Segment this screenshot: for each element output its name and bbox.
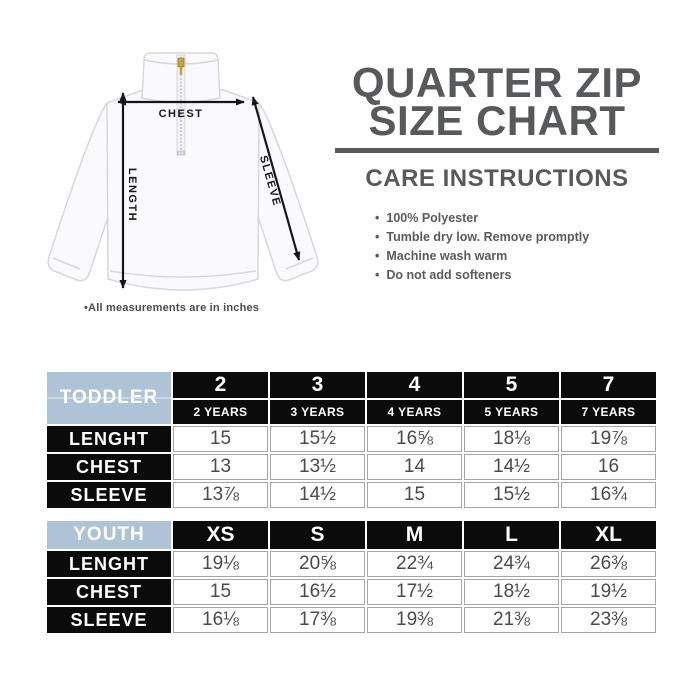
measurement-value: 14 (367, 454, 462, 480)
measurement-label: LENGHT (47, 551, 171, 577)
zipper-slider (177, 57, 185, 68)
measurement-value: 17⅜ (270, 607, 365, 633)
size-subheader: 3 YEARS (270, 400, 365, 424)
zipper (176, 54, 186, 156)
care-item: Machine wash warm (375, 247, 659, 266)
measurement-value: 15 (367, 482, 462, 508)
sleeve-arrow (251, 96, 301, 261)
measurement-value: 20⅝ (270, 551, 365, 577)
measurement-value: 16 (561, 454, 656, 480)
size-header: S (270, 521, 365, 549)
measurement-label: SLEEVE (47, 482, 171, 508)
title-line-1: QUARTER ZIP (351, 59, 643, 106)
size-header: L (464, 521, 559, 549)
title-underline (335, 148, 659, 153)
size-subheader: 2 YEARS (173, 400, 268, 424)
page-title: QUARTER ZIP SIZE CHART (335, 59, 659, 144)
care-item: 100% Polyester (375, 209, 659, 228)
header-column: QUARTER ZIP SIZE CHART CARE INSTRUCTIONS… (335, 59, 659, 285)
size-header: XS (173, 521, 268, 549)
measurement-value: 22¾ (367, 551, 462, 577)
size-header: 3 (270, 372, 365, 398)
size-subheader: 7 YEARS (561, 400, 656, 424)
measurement-label: SLEEVE (47, 607, 171, 633)
measurement-value: 15 (173, 579, 268, 605)
measurement-value: 21⅜ (464, 607, 559, 633)
right-cuff-seam (285, 257, 314, 270)
measurement-value: 16⅛ (173, 607, 268, 633)
measurement-value: 13⅞ (173, 482, 268, 508)
table-group-header: TODDLER (47, 372, 171, 424)
measurement-value: 19⅜ (367, 607, 462, 633)
header-divider (47, 397, 171, 399)
measurement-value: 17½ (367, 579, 462, 605)
measurement-value: 18½ (464, 579, 559, 605)
measurement-value: 23⅜ (561, 607, 656, 633)
size-header: 2 (173, 372, 268, 398)
measurement-value: 19⅛ (173, 551, 268, 577)
measurement-value: 19⅞ (561, 426, 656, 452)
care-item: Tumble dry low. Remove promptly (375, 228, 659, 247)
zipper-stop (177, 150, 185, 156)
size-subheader: 5 YEARS (464, 400, 559, 424)
toddler-size-table: TODDLER 2 3 4 5 7 2 YEARS 3 YEARS 4 YEARS 5 YEARS… (47, 372, 656, 508)
measurement-value: 15½ (270, 426, 365, 452)
zipper-pull (179, 67, 183, 75)
size-header: 7 (561, 372, 656, 398)
measurement-value: 18⅛ (464, 426, 559, 452)
care-item: Do not add softeners (375, 266, 659, 285)
measurement-value: 14½ (270, 482, 365, 508)
measurement-value: 15 (173, 426, 268, 452)
size-header: 5 (464, 372, 559, 398)
measurement-value: 16⅝ (367, 426, 462, 452)
left-cuff-seam (52, 257, 81, 270)
youth-size-table: YOUTH XS S M L XL LENGHT 19⅛ 20⅝ 22¾ 24¾ 26⅜ CHEST 15… (47, 521, 656, 633)
measurement-arrows (117, 92, 301, 289)
torso (106, 89, 260, 291)
size-header: 4 (367, 372, 462, 398)
title-line-2: SIZE CHART (368, 97, 626, 144)
measurement-value: 16½ (270, 579, 365, 605)
measurement-note: •All measurements are in inches (84, 302, 260, 314)
measurement-value: 15½ (464, 482, 559, 508)
measurement-value: 24¾ (464, 551, 559, 577)
measurement-value: 19½ (561, 579, 656, 605)
measurement-label: CHEST (47, 454, 171, 480)
measurement-label: CHEST (47, 579, 171, 605)
size-header: XL (561, 521, 656, 549)
size-header: M (367, 521, 462, 549)
garment-diagram: CHEST LENGTH SLEEVE (47, 52, 319, 291)
measurement-value: 26⅜ (561, 551, 656, 577)
measurement-value: 13 (173, 454, 268, 480)
care-instructions-heading: CARE INSTRUCTIONS (365, 165, 629, 192)
length-label: LENGTH (126, 168, 138, 222)
size-subheader: 4 YEARS (367, 400, 462, 424)
care-instructions-list: 100% Polyester Tumble dry low. Remove pr… (375, 209, 659, 285)
hem-seam (109, 270, 257, 278)
measurement-label: LENGHT (47, 426, 171, 452)
measurement-value: 16¾ (561, 482, 656, 508)
table-group-header: YOUTH (47, 521, 171, 549)
measurement-value: 14½ (464, 454, 559, 480)
measurement-value: 13½ (270, 454, 365, 480)
chest-label: CHEST (159, 108, 204, 120)
